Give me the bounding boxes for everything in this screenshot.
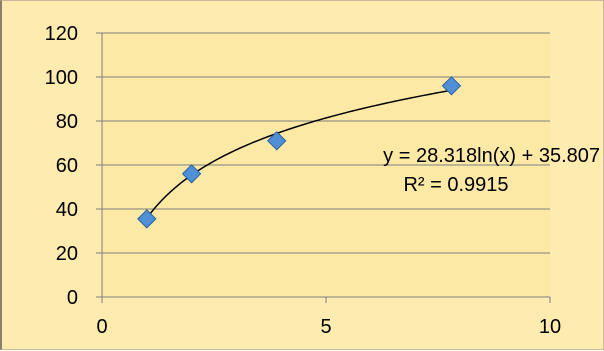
y-tick-label-20: 20 [56,243,78,265]
trendline-r-squared: R² = 0.9915 [403,174,508,196]
data-point-3 [267,131,287,151]
axes [96,32,551,303]
x-tick-label-5: 5 [320,316,331,338]
x-tick-label-0: 0 [96,316,107,338]
data-point-2 [181,164,202,184]
y-tick-label-40: 40 [56,199,78,221]
y-tick-label-0: 0 [67,287,78,309]
data-points [137,76,462,229]
y-tick-label-120: 120 [45,23,78,45]
x-tick-label-10: 10 [539,316,561,338]
data-point-4 [441,76,462,96]
trendline-equation: y = 28.318ln(x) + 35.807 [383,145,600,167]
y-tick-label-60: 60 [56,155,78,177]
x-tick-labels: 0 5 10 [96,316,561,338]
gridlines [102,32,550,254]
y-tick-label-80: 80 [56,111,78,133]
y-tick-label-100: 100 [45,67,78,89]
data-point-1 [137,209,157,229]
y-tick-labels: 0 20 40 60 80 100 120 [45,23,78,309]
